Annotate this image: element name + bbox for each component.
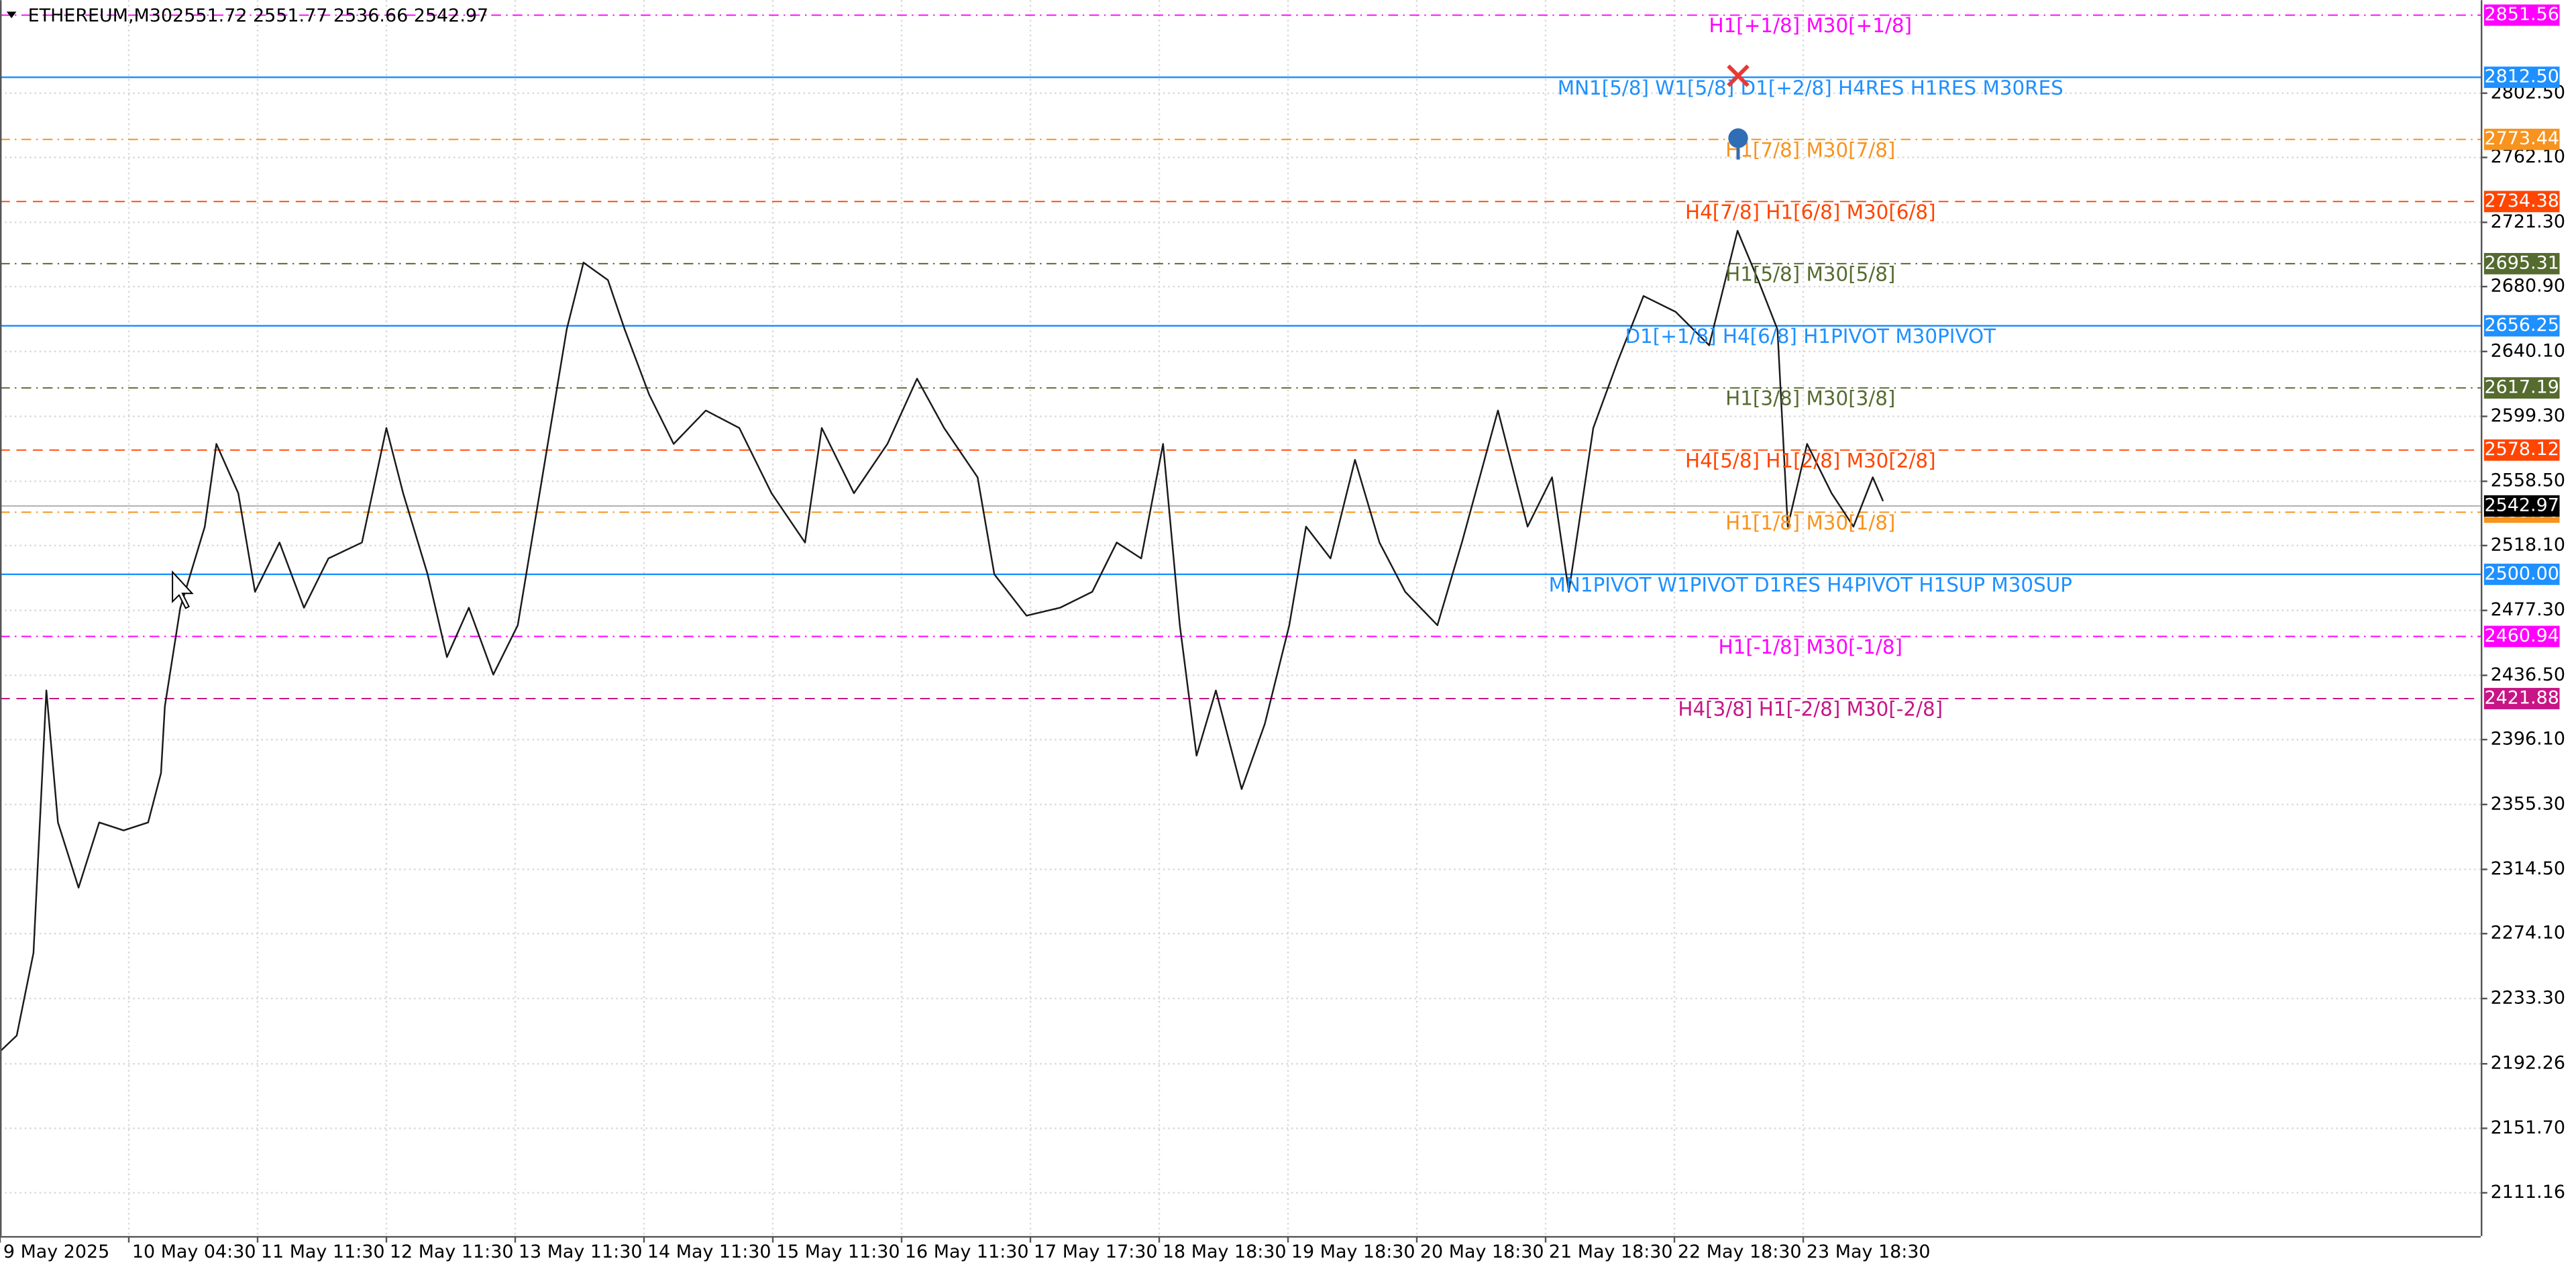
- y-tick-label: 2436.50: [2491, 664, 2565, 685]
- x-tick-label: 17 May 17:30: [1034, 1241, 1158, 1262]
- y-tick-label: 2477.30: [2491, 599, 2565, 620]
- price-tag: [2483, 4, 2560, 26]
- level-label: H1[3/8] M30[3/8]: [1725, 387, 1895, 410]
- y-tick-label: 2233.30: [2491, 987, 2565, 1008]
- price-tag-label: 2460.94: [2485, 625, 2559, 646]
- price-tag-label: 2421.88: [2485, 687, 2559, 708]
- level-label: H4[7/8] H1[6/8] M30[6/8]: [1685, 201, 1936, 223]
- x-tick-label: 20 May 18:30: [1420, 1241, 1544, 1262]
- level-label: H1[5/8] M30[5/8]: [1725, 263, 1895, 286]
- price-tag: [2483, 377, 2560, 399]
- price-tag-label: 2500.00: [2485, 563, 2559, 584]
- y-tick-label: 2192.26: [2491, 1053, 2565, 1074]
- price-tag-label: 2656.25: [2485, 315, 2559, 336]
- price-tag-label: 2734.38: [2485, 191, 2559, 211]
- x-tick-label: 16 May 11:30: [905, 1241, 1029, 1262]
- x-tick-label: 13 May 11:30: [519, 1241, 643, 1262]
- price-tag: [2483, 625, 2560, 648]
- y-tick-label: 2396.10: [2491, 729, 2565, 750]
- level-label: H4[5/8] H1[2/8] M30[2/8]: [1685, 449, 1936, 472]
- level-label: H4[3/8] H1[-2/8] M30[-2/8]: [1678, 698, 1943, 721]
- quote: 2551.72 2551.77 2536.66 2542.97: [172, 5, 488, 26]
- y-tick-label: 2274.10: [2491, 923, 2565, 944]
- price-tag-label: 2812.50: [2485, 66, 2559, 87]
- level-label: H1[7/8] M30[7/8]: [1725, 138, 1895, 161]
- labels: H1[+1/8] M30[+1/8] 2851.56 MN1[5/8] W1[5/8…: [1549, 4, 2560, 721]
- x-tick-label: 15 May 11:30: [776, 1241, 900, 1262]
- price-tag: [2483, 252, 2560, 274]
- price-tag: [2483, 563, 2560, 585]
- level-label: MN1PIVOT W1PIVOT D1RES H4PIVOT H1SUP M30…: [1549, 573, 2072, 596]
- x-tick-label: 11 May 11:30: [261, 1241, 385, 1262]
- level-label: H1[+1/8] M30[+1/8]: [1709, 14, 1912, 37]
- y-tick-label: 2558.50: [2491, 470, 2565, 491]
- price: [0, 230, 1884, 1052]
- price-tag-label: 2617.19: [2485, 377, 2559, 398]
- price-tag-label: 2851.56: [2485, 4, 2559, 25]
- y-tick-label: 2680.90: [2491, 276, 2565, 297]
- x-tick-label: 19 May 18:30: [1291, 1241, 1415, 1262]
- x-tick-label: 23 May 18:30: [1807, 1241, 1931, 1262]
- price-tag: [2483, 439, 2560, 461]
- x-tick-label: 21 May 18:30: [1549, 1241, 1673, 1262]
- levels: [0, 14, 2481, 699]
- x-tick-label: 14 May 11:30: [647, 1241, 771, 1262]
- price-tag-label: 2773.44: [2485, 128, 2559, 149]
- current-price-tag: [2483, 495, 2560, 517]
- sell-marker: [1727, 64, 1750, 87]
- y-tick-label: 2151.70: [2491, 1117, 2565, 1138]
- level-label: MN1[5/8] W1[5/8] D1[+2/8] H4RES H1RES M3…: [1558, 77, 2063, 99]
- price-tag-label: 2695.31: [2485, 252, 2559, 273]
- x-tick-label: 22 May 18:30: [1678, 1241, 1802, 1262]
- level-label: D1[+1/8] H4[6/8] H1PIVOT M30PIVOT: [1625, 325, 1996, 348]
- x-tick-label: 12 May 11:30: [390, 1241, 514, 1262]
- x-tick-label: 9 May 2025: [3, 1241, 109, 1262]
- mouse-cursor: [172, 570, 194, 609]
- price-tag: [2483, 688, 2560, 709]
- y-tick-label: 2314.50: [2491, 858, 2565, 879]
- menu-arrow[interactable]: [6, 11, 17, 19]
- price-tag: [2483, 128, 2560, 150]
- price-tag-label: 2578.12: [2485, 439, 2559, 460]
- x-tick-label: 18 May 18:30: [1163, 1241, 1287, 1262]
- level-label: H1[1/8] M30[1/8]: [1725, 511, 1895, 534]
- x-tick-label: 10 May 04:30: [132, 1241, 256, 1262]
- price-tag: [2483, 315, 2560, 337]
- y-tick-label: 2111.16: [2491, 1182, 2565, 1203]
- alert-marker: [1728, 128, 1748, 160]
- y-tick-label: 2599.30: [2491, 405, 2565, 426]
- price-tag: [2483, 191, 2560, 213]
- level-label: H1[-1/8] M30[-1/8]: [1719, 636, 1902, 658]
- price-tag: [2483, 66, 2560, 89]
- y-tick-label: 2518.10: [2491, 534, 2565, 555]
- y-tick-label: 2721.30: [2491, 211, 2565, 232]
- symbol: ETHEREUM,M30: [28, 5, 172, 26]
- y-tick-label: 2355.30: [2491, 793, 2565, 814]
- current-price-label: 2542.97: [2485, 495, 2559, 515]
- y-tick-label: 2640.10: [2491, 340, 2565, 361]
- price-line: [0, 230, 1884, 1052]
